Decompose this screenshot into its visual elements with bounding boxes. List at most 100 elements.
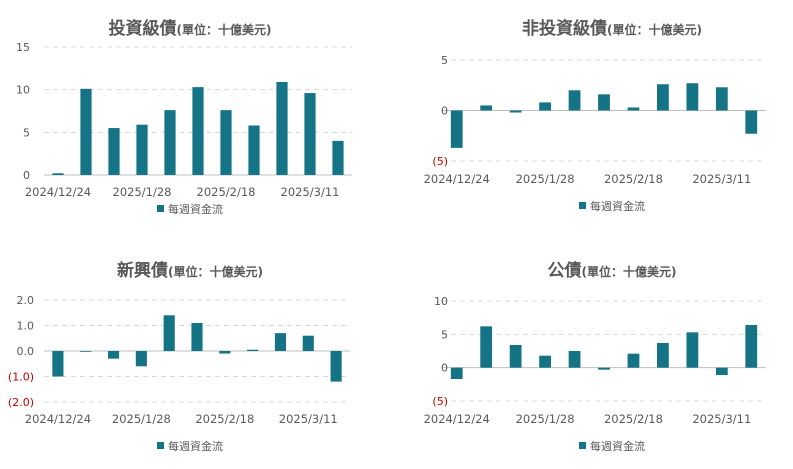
chart-title: 非投資級債(單位：十億美元) — [522, 18, 702, 39]
bar-3 — [108, 128, 120, 175]
bar-2 — [480, 105, 493, 111]
bar-4 — [539, 102, 551, 111]
x-tick-label: 2025/3/11 — [692, 172, 751, 186]
bar-6 — [598, 94, 610, 111]
y-tick-label: 10 — [434, 295, 448, 308]
legend-swatch — [157, 442, 164, 449]
bar-1 — [52, 173, 64, 175]
bar-3 — [107, 351, 120, 359]
x-tick-label: 2025/1/28 — [113, 185, 172, 199]
chart-title-main: 非投資級債 — [522, 18, 607, 39]
x-tick-label: 2025/1/28 — [112, 412, 171, 426]
x-tick-label: 2024/12/24 — [25, 185, 91, 199]
bar-6 — [191, 322, 203, 351]
x-tick-label: 2025/3/11 — [281, 185, 340, 199]
bar-10 — [715, 367, 728, 375]
bar-7 — [627, 353, 640, 368]
bar-4 — [136, 124, 148, 175]
bar-4 — [135, 351, 147, 367]
y-tick-label: 0.0 — [17, 345, 35, 358]
chart-panel-3: 新興債(單位：十億美元) 2.0 1.0 0.0 (1.0) (2.0) 2024/12/2… — [8, 260, 350, 453]
bar-5 — [163, 315, 175, 351]
bar-9 — [276, 81, 288, 175]
x-tick-label: 2025/3/11 — [279, 412, 338, 426]
legend-label: 每週資金流 — [590, 199, 645, 213]
bar-6 — [192, 87, 204, 175]
bar-1 — [450, 367, 463, 379]
chart-panel-4: 公債(單位：十億美元) 10 5 0 (5) 2024/12/24 2025/1/28 202… — [424, 260, 766, 453]
bar-9 — [686, 332, 699, 368]
x-tick-label: 2025/2/18 — [604, 172, 663, 186]
bar-8 — [248, 125, 260, 175]
x-tick-label: 2025/2/18 — [604, 412, 663, 426]
bar-9 — [274, 333, 287, 351]
x-tick-label: 2025/1/28 — [516, 412, 575, 426]
bar-2 — [480, 326, 493, 368]
y-tick-label: 1.0 — [17, 320, 35, 333]
bar-10 — [302, 335, 314, 351]
bar-10 — [715, 87, 728, 111]
y-tick-label: (5) — [432, 155, 448, 168]
legend-label: 每週資金流 — [590, 439, 645, 453]
y-tick-label: 0 — [441, 362, 448, 375]
bar-2 — [80, 88, 92, 175]
bar-7 — [219, 351, 231, 354]
x-tick-label: 2025/2/18 — [197, 185, 256, 199]
x-tick-label: 2024/12/24 — [25, 412, 91, 426]
chart-title: 公債(單位：十億美元) — [548, 260, 677, 281]
bar-4 — [539, 355, 551, 368]
chart-title-unit: (單位：十億美元) — [607, 22, 702, 37]
bar-9 — [686, 83, 699, 111]
bar-5 — [568, 90, 581, 111]
bar-1 — [52, 351, 64, 377]
bar-3 — [509, 110, 522, 113]
y-tick-label: 5 — [23, 126, 30, 139]
legend-swatch — [157, 205, 164, 212]
y-tick-label: 5 — [441, 328, 448, 341]
legend-swatch — [579, 202, 586, 209]
bar-8 — [657, 84, 669, 111]
y-tick-label: (2.0) — [8, 396, 34, 409]
y-tick-label: 0 — [441, 105, 448, 118]
bar-11 — [332, 140, 344, 175]
chart-panel-2: 非投資級債(單位：十億美元) 5 0 (5) 2024/12/24 2025/1/28 20… — [424, 18, 766, 213]
bar-5 — [164, 110, 176, 175]
y-tick-label: (5) — [432, 395, 448, 408]
x-tick-label: 2025/1/28 — [516, 172, 575, 186]
bar-11 — [745, 110, 758, 134]
bar-7 — [220, 110, 232, 175]
y-tick-label: 10 — [16, 84, 30, 97]
chart-title-unit: (單位：十億美元) — [177, 22, 272, 37]
y-tick-label: (1.0) — [8, 371, 34, 384]
legend-label: 每週資金流 — [168, 439, 223, 453]
chart-title-main: 公債 — [548, 260, 582, 281]
chart-title: 新興債(單位：十億美元) — [117, 260, 263, 281]
x-tick-label: 2025/2/18 — [195, 412, 254, 426]
y-tick-label: 0 — [23, 169, 30, 182]
x-tick-label: 2025/3/11 — [692, 412, 751, 426]
y-tick-label: 5 — [441, 54, 448, 67]
y-tick-label: 2.0 — [17, 294, 35, 307]
bar-11 — [745, 325, 758, 368]
bar-11 — [330, 351, 342, 382]
legend-swatch — [579, 442, 586, 449]
bar-5 — [568, 351, 581, 368]
bar-10 — [304, 93, 316, 175]
chart-title-main: 投資級債 — [109, 18, 177, 39]
bar-2 — [80, 351, 92, 352]
bar-1 — [450, 110, 463, 148]
x-tick-label: 2024/12/24 — [424, 172, 490, 186]
chart-title-unit: (單位：十億美元) — [168, 264, 263, 279]
bar-7 — [627, 107, 640, 111]
chart-title-unit: (單位：十億美元) — [582, 264, 677, 279]
bar-8 — [247, 349, 259, 351]
legend-label: 每週資金流 — [168, 202, 223, 216]
chart-title-main: 新興債 — [117, 260, 168, 281]
y-tick-label: 15 — [16, 41, 30, 54]
chart-panel-1: 投資級債(單位：十億美元) 0 5 10 15 2024/12/24 2025/1/28 20… — [16, 18, 352, 216]
bar-3 — [509, 345, 522, 368]
x-tick-label: 2024/12/24 — [424, 412, 490, 426]
chart-title: 投資級債(單位：十億美元) — [109, 18, 272, 39]
bar-6 — [598, 367, 610, 370]
